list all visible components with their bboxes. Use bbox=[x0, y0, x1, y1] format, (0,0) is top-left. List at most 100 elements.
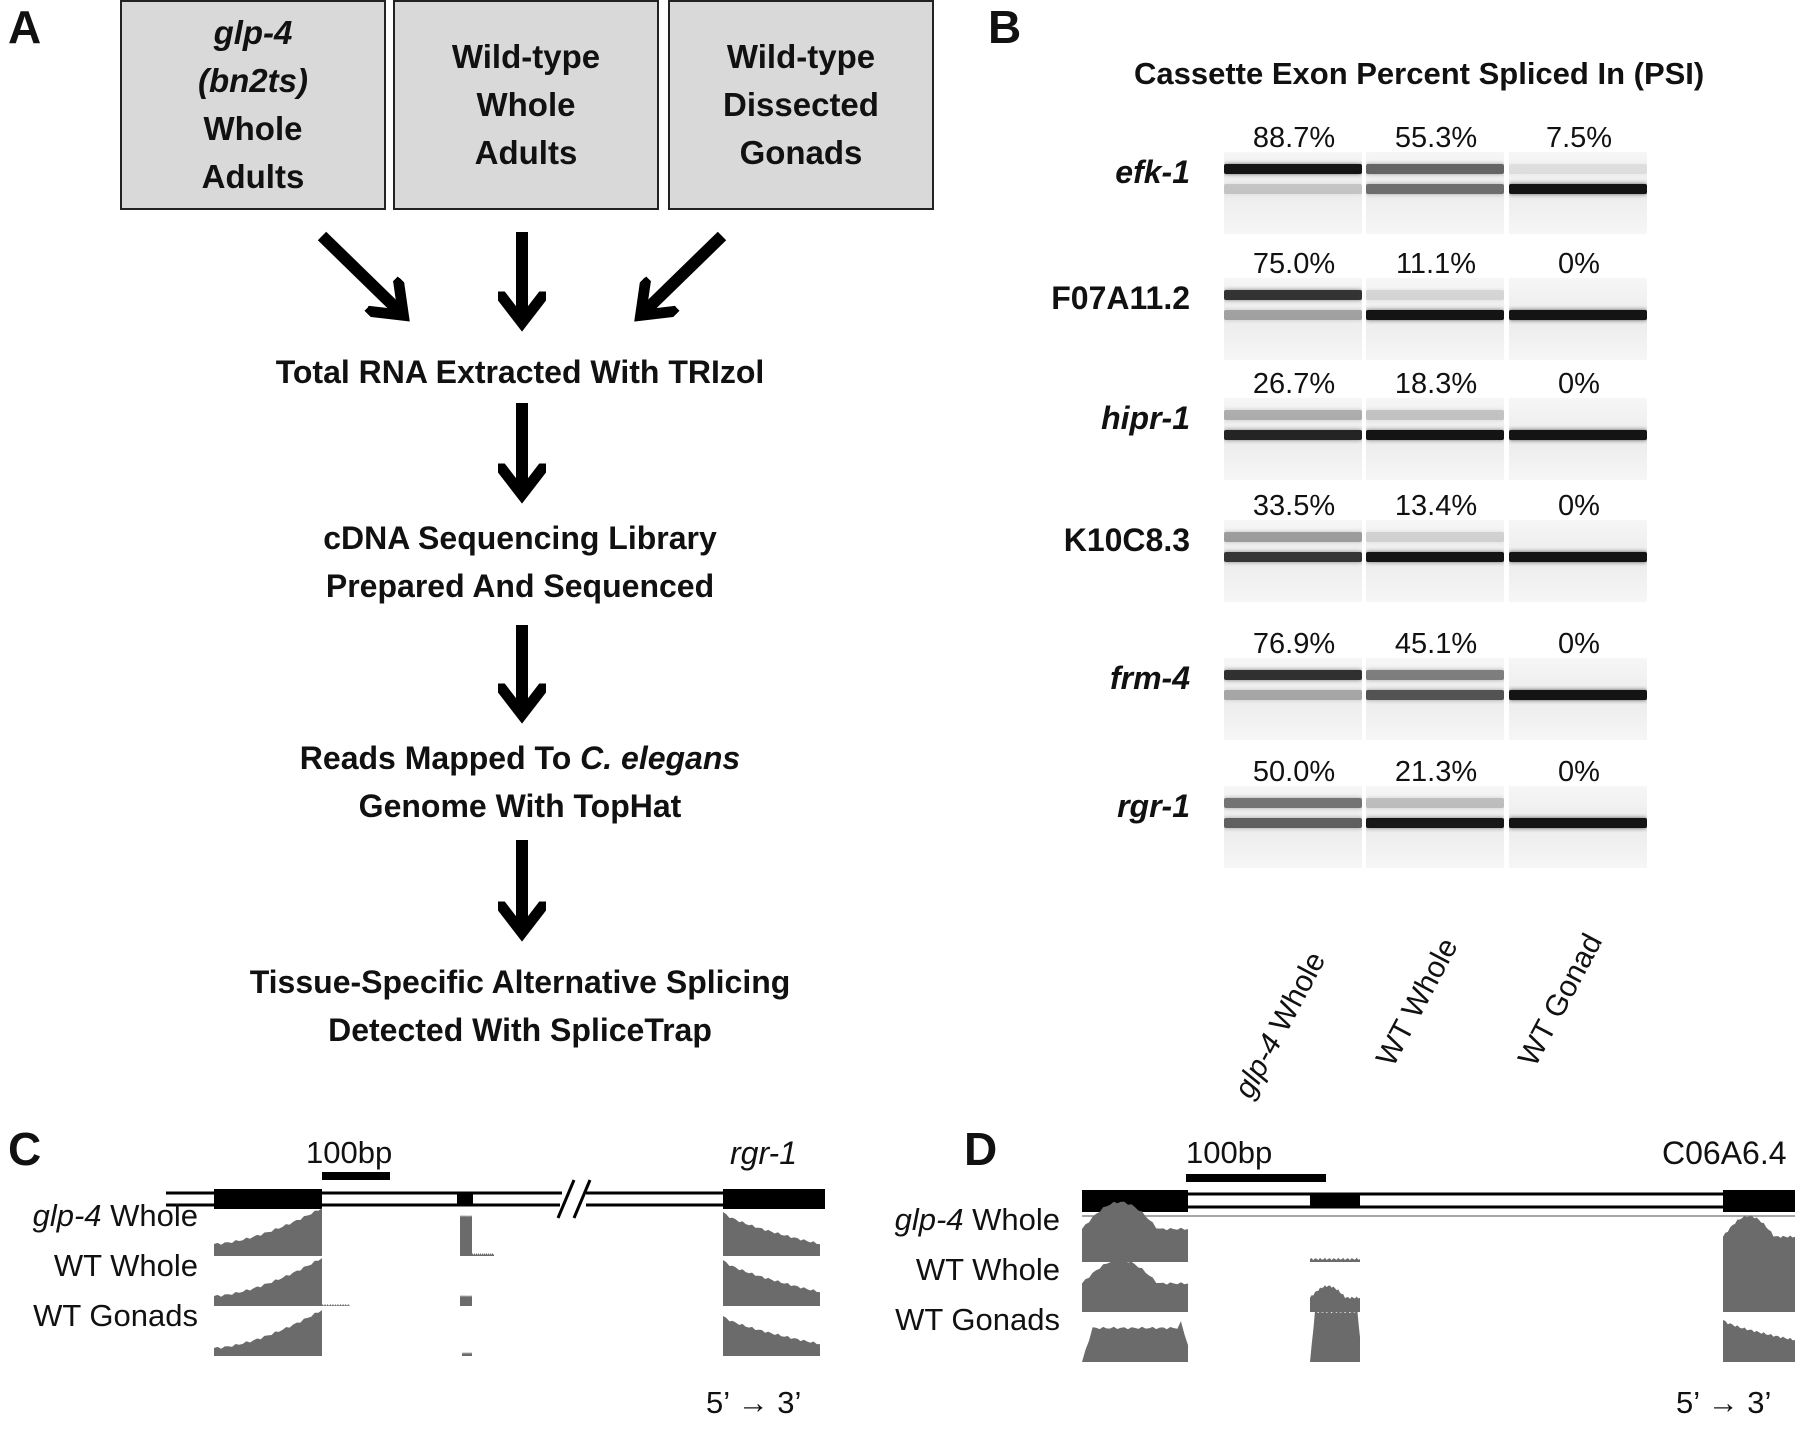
box-line: Wild-type bbox=[726, 38, 876, 75]
lane-label-text: WT Whole bbox=[1370, 932, 1465, 1072]
gel-lane bbox=[1224, 278, 1362, 360]
coverage-track bbox=[1310, 1285, 1360, 1312]
track-label-text: WT Whole bbox=[53, 1248, 198, 1283]
arrow-icon bbox=[317, 231, 400, 312]
gel-lane bbox=[1509, 152, 1647, 234]
scale-label-d: 100bp bbox=[1186, 1135, 1273, 1170]
panel-b-letter: B bbox=[988, 1, 1022, 53]
step-rna-extraction: Total RNA Extracted With TRIzol bbox=[160, 348, 880, 396]
inclusion-band bbox=[1366, 532, 1504, 542]
skipping-band bbox=[1224, 310, 1362, 320]
scale-bar bbox=[1186, 1174, 1326, 1182]
gel-lane bbox=[1224, 152, 1362, 234]
coverage-track bbox=[322, 1303, 350, 1306]
gene-label-c: rgr-1 bbox=[730, 1135, 797, 1171]
step-text: Reads Mapped To bbox=[299, 740, 581, 776]
box-line: (bn2ts) bbox=[198, 62, 308, 99]
gel-lane bbox=[1509, 520, 1647, 602]
exon bbox=[457, 1192, 473, 1206]
coverage-track bbox=[1723, 1254, 1795, 1312]
sample-box-wt-gonads: Wild-type Dissected Gonads bbox=[668, 0, 934, 210]
skipping-band bbox=[1509, 552, 1647, 562]
coverage-track bbox=[214, 1258, 322, 1306]
step-splicetrap: Tissue-Specific Alternative Splicing Det… bbox=[160, 958, 880, 1054]
lane-label-text: Whole bbox=[1259, 946, 1333, 1045]
gene-label: frm-4 bbox=[1109, 660, 1190, 696]
psi-value: 0% bbox=[1558, 628, 1600, 660]
gel-lane bbox=[1366, 786, 1504, 868]
track-label-d-glp4: glp-4 Whole bbox=[820, 1202, 1060, 1238]
psi-value: 0% bbox=[1558, 756, 1600, 788]
step-line: Tissue-Specific Alternative Splicing bbox=[249, 964, 791, 1000]
exon bbox=[1723, 1190, 1795, 1212]
box-line: Adults bbox=[201, 158, 305, 195]
coverage-track bbox=[1723, 1215, 1795, 1262]
lane-label-text: WT Gonad bbox=[1512, 928, 1609, 1072]
coverage-track bbox=[723, 1260, 820, 1306]
panel-b-title: Cassette Exon Percent Spliced In (PSI) bbox=[1134, 56, 1705, 91]
inclusion-band bbox=[1224, 410, 1362, 420]
skipping-band bbox=[1224, 690, 1362, 700]
inclusion-band bbox=[1224, 532, 1362, 542]
box-line: Wild-type bbox=[451, 38, 601, 75]
gene-label-d: C06A6.4 bbox=[1662, 1135, 1787, 1171]
gene-label: rgr-1 bbox=[1117, 788, 1190, 824]
arrow-icon bbox=[644, 231, 727, 312]
psi-value: 21.3% bbox=[1394, 756, 1478, 788]
inclusion-band bbox=[1366, 164, 1504, 174]
track-label-text: WT Gonads bbox=[33, 1298, 198, 1333]
skipping-band bbox=[1366, 184, 1504, 194]
gel-lane bbox=[1509, 658, 1647, 740]
box-line: Whole bbox=[203, 110, 303, 147]
skipping-band bbox=[1366, 310, 1504, 320]
inclusion-band bbox=[1366, 798, 1504, 808]
sample-box-glp4: glp-4 (bn2ts) Whole Adults bbox=[120, 0, 386, 210]
inclusion-band bbox=[1509, 670, 1647, 680]
track-label-text: Whole bbox=[101, 1198, 198, 1233]
species-name: C. elegans bbox=[580, 740, 741, 776]
gel-lane bbox=[1366, 398, 1504, 480]
break-mark bbox=[556, 1179, 576, 1219]
step-line: cDNA Sequencing Library bbox=[323, 520, 717, 556]
direction-label-c: 5’ → 3’ bbox=[706, 1385, 802, 1420]
skipping-band bbox=[1224, 818, 1362, 828]
direction-label-d: 5’ → 3’ bbox=[1676, 1385, 1772, 1420]
psi-value: 7.5% bbox=[1545, 122, 1613, 154]
box-line: Gonads bbox=[739, 134, 863, 171]
track-label-italic: glp-4 bbox=[32, 1198, 102, 1233]
coverage-track bbox=[723, 1316, 820, 1356]
step-line: Prepared And Sequenced bbox=[325, 568, 715, 604]
break-mark bbox=[572, 1179, 592, 1219]
inclusion-band bbox=[1509, 164, 1647, 174]
psi-value: 26.7% bbox=[1252, 368, 1336, 400]
psi-value: 45.1% bbox=[1394, 628, 1478, 660]
step-line: Reads Mapped To C. elegans bbox=[160, 734, 880, 782]
flow-arrows bbox=[317, 231, 727, 1100]
coverage-track bbox=[460, 1214, 472, 1256]
inclusion-band bbox=[1509, 410, 1647, 420]
psi-value: 75.0% bbox=[1252, 248, 1336, 280]
scale-label-c: 100bp bbox=[306, 1135, 393, 1170]
coverage-track bbox=[462, 1351, 472, 1356]
coverage-track bbox=[723, 1212, 820, 1256]
inclusion-band bbox=[1366, 290, 1504, 300]
psi-value: 18.3% bbox=[1394, 368, 1478, 400]
skipping-band bbox=[1366, 818, 1504, 828]
coverage-track bbox=[214, 1310, 322, 1356]
coverage-track bbox=[472, 1252, 494, 1256]
skipping-band bbox=[1366, 430, 1504, 440]
panel-d-letter: D bbox=[964, 1123, 998, 1175]
coverage-track bbox=[1723, 1320, 1795, 1362]
step-line: Detected With SpliceTrap bbox=[328, 1012, 712, 1048]
psi-value: 76.9% bbox=[1252, 628, 1336, 660]
gene-model-c bbox=[166, 1172, 825, 1356]
gene-label: F07A11.2 bbox=[1051, 280, 1190, 316]
gene-label: hipr-1 bbox=[1101, 400, 1190, 436]
track-label-c-wt-gonads: WT Gonads bbox=[0, 1298, 198, 1334]
track-label-text: WT Whole bbox=[915, 1252, 1060, 1287]
psi-value: 13.4% bbox=[1394, 490, 1478, 522]
coverage-track bbox=[460, 1294, 472, 1306]
psi-value: 50.0% bbox=[1252, 756, 1336, 788]
track-label-text: Whole bbox=[963, 1202, 1060, 1237]
inclusion-band bbox=[1224, 164, 1362, 174]
